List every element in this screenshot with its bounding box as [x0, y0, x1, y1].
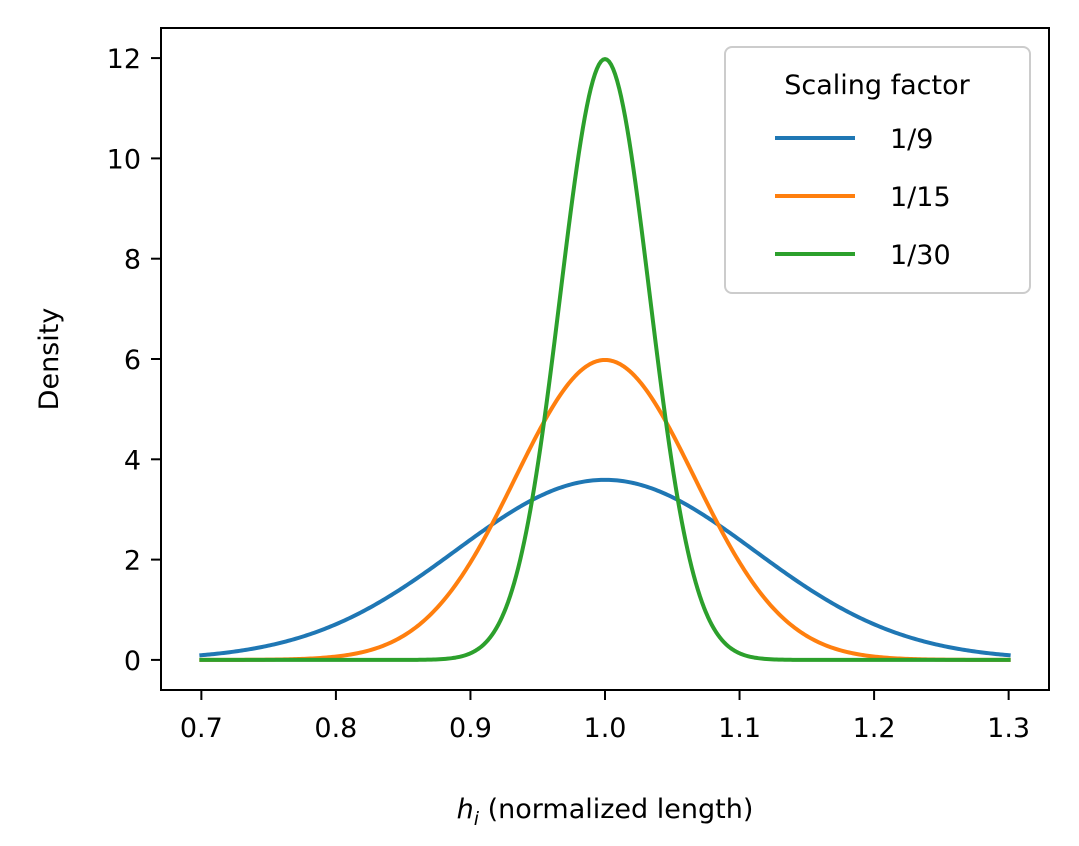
x-tick-label: 0.9 [449, 713, 492, 744]
y-tick-label: 2 [124, 546, 141, 577]
legend-box [724, 46, 1031, 294]
x-tick-label: 0.7 [180, 713, 223, 744]
x-tick-label: 1.3 [987, 713, 1030, 744]
y-tick-label: 0 [124, 646, 141, 677]
legend-label: 1/15 [890, 182, 951, 213]
series-line-1-30 [199, 57, 1011, 662]
x-tick-label: 1.0 [584, 713, 627, 744]
y-tick-label: 6 [124, 345, 141, 376]
series-line-1-15 [199, 357, 1011, 662]
x-tick-label: 1.1 [718, 713, 761, 744]
legend-label: 1/30 [890, 240, 951, 271]
x-axis-label: hi (normalized length) [457, 794, 754, 830]
series-line-1-9 [199, 477, 1011, 658]
series-lines [199, 57, 1011, 662]
y-tick-label: 12 [107, 44, 141, 75]
y-axis-label: Density [34, 308, 65, 411]
y-tick-label: 4 [124, 445, 141, 476]
legend-label: 1/9 [890, 124, 933, 155]
x-tick-label: 1.2 [853, 713, 896, 744]
legend-title: Scaling factor [784, 70, 970, 101]
x-axis: 0.7 0.8 0.9 1.0 1.1 1.2 1.3 [180, 690, 1030, 744]
y-tick-label: 10 [107, 144, 141, 175]
y-tick-label: 8 [124, 245, 141, 276]
y-axis: 0 2 4 6 8 10 12 [107, 44, 161, 677]
legend: Scaling factor 1/9 1/15 1/30 [724, 46, 1031, 294]
x-tick-label: 0.8 [314, 713, 357, 744]
legend-entries: 1/9 1/15 1/30 [775, 124, 951, 271]
